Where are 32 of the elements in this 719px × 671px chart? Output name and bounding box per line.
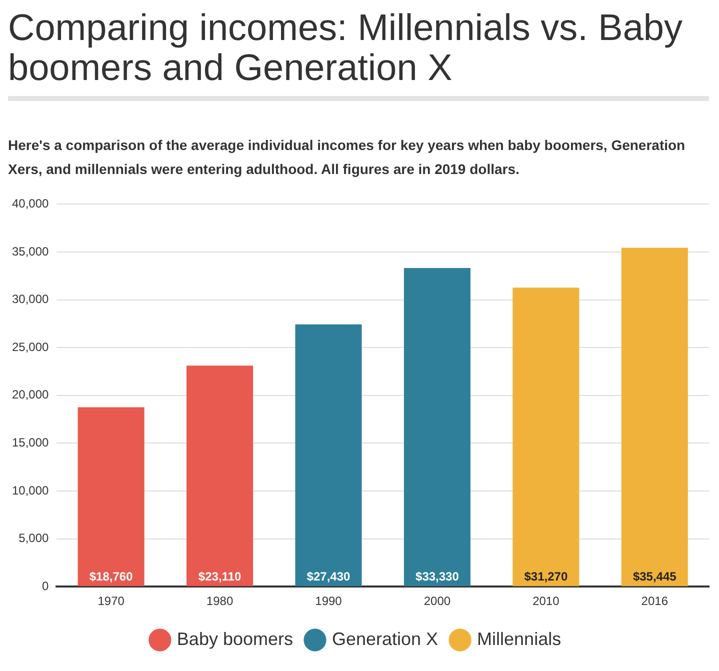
data-label: $18,760 — [89, 569, 134, 584]
bar — [186, 366, 254, 586]
legend-label: Generation X — [332, 628, 438, 649]
y-tick-label: 0 — [42, 578, 50, 593]
bar — [78, 407, 144, 586]
bar — [621, 248, 688, 586]
x-tick-label: 1970 — [98, 594, 125, 608]
data-label: $23,110 — [198, 569, 242, 584]
data-label: $33,330 — [416, 569, 460, 584]
chart-title: Comparing incomes: Millennials vs. Baby boomers and Generation X — [8, 7, 684, 88]
y-tick-label: 40,000 — [12, 196, 50, 211]
data-label: $35,445 — [632, 569, 677, 584]
y-tick-label: 15,000 — [12, 436, 50, 450]
legend-label: Millennials — [477, 628, 562, 649]
x-tick-label: 1980 — [206, 594, 234, 608]
data-label: $27,430 — [306, 569, 350, 584]
y-tick-label: 5,000 — [18, 531, 50, 546]
bar — [295, 324, 362, 586]
legend-label: Baby boomers — [176, 628, 293, 649]
x-tick-label: 2016 — [641, 594, 668, 608]
data-label: $31,270 — [524, 569, 568, 584]
y-tick-label: 30,000 — [12, 292, 50, 306]
x-tick-label: 1990 — [315, 594, 342, 608]
bar — [512, 288, 580, 586]
y-tick-label: 10,000 — [12, 483, 50, 498]
y-tick-label: 35,000 — [12, 244, 50, 258]
x-tick-label: 2010 — [532, 594, 560, 608]
y-tick-label: 25,000 — [12, 340, 50, 354]
y-tick-label: 20,000 — [12, 388, 50, 402]
x-tick-label: 2000 — [424, 594, 451, 608]
bar — [404, 268, 470, 586]
chart-subtitle: Here's a comparison of the average individual incomes for key years when baby boomers, Generation Xers, and millennials were entering adulthood. All figures are in 2019 dollars. — [8, 136, 686, 179]
